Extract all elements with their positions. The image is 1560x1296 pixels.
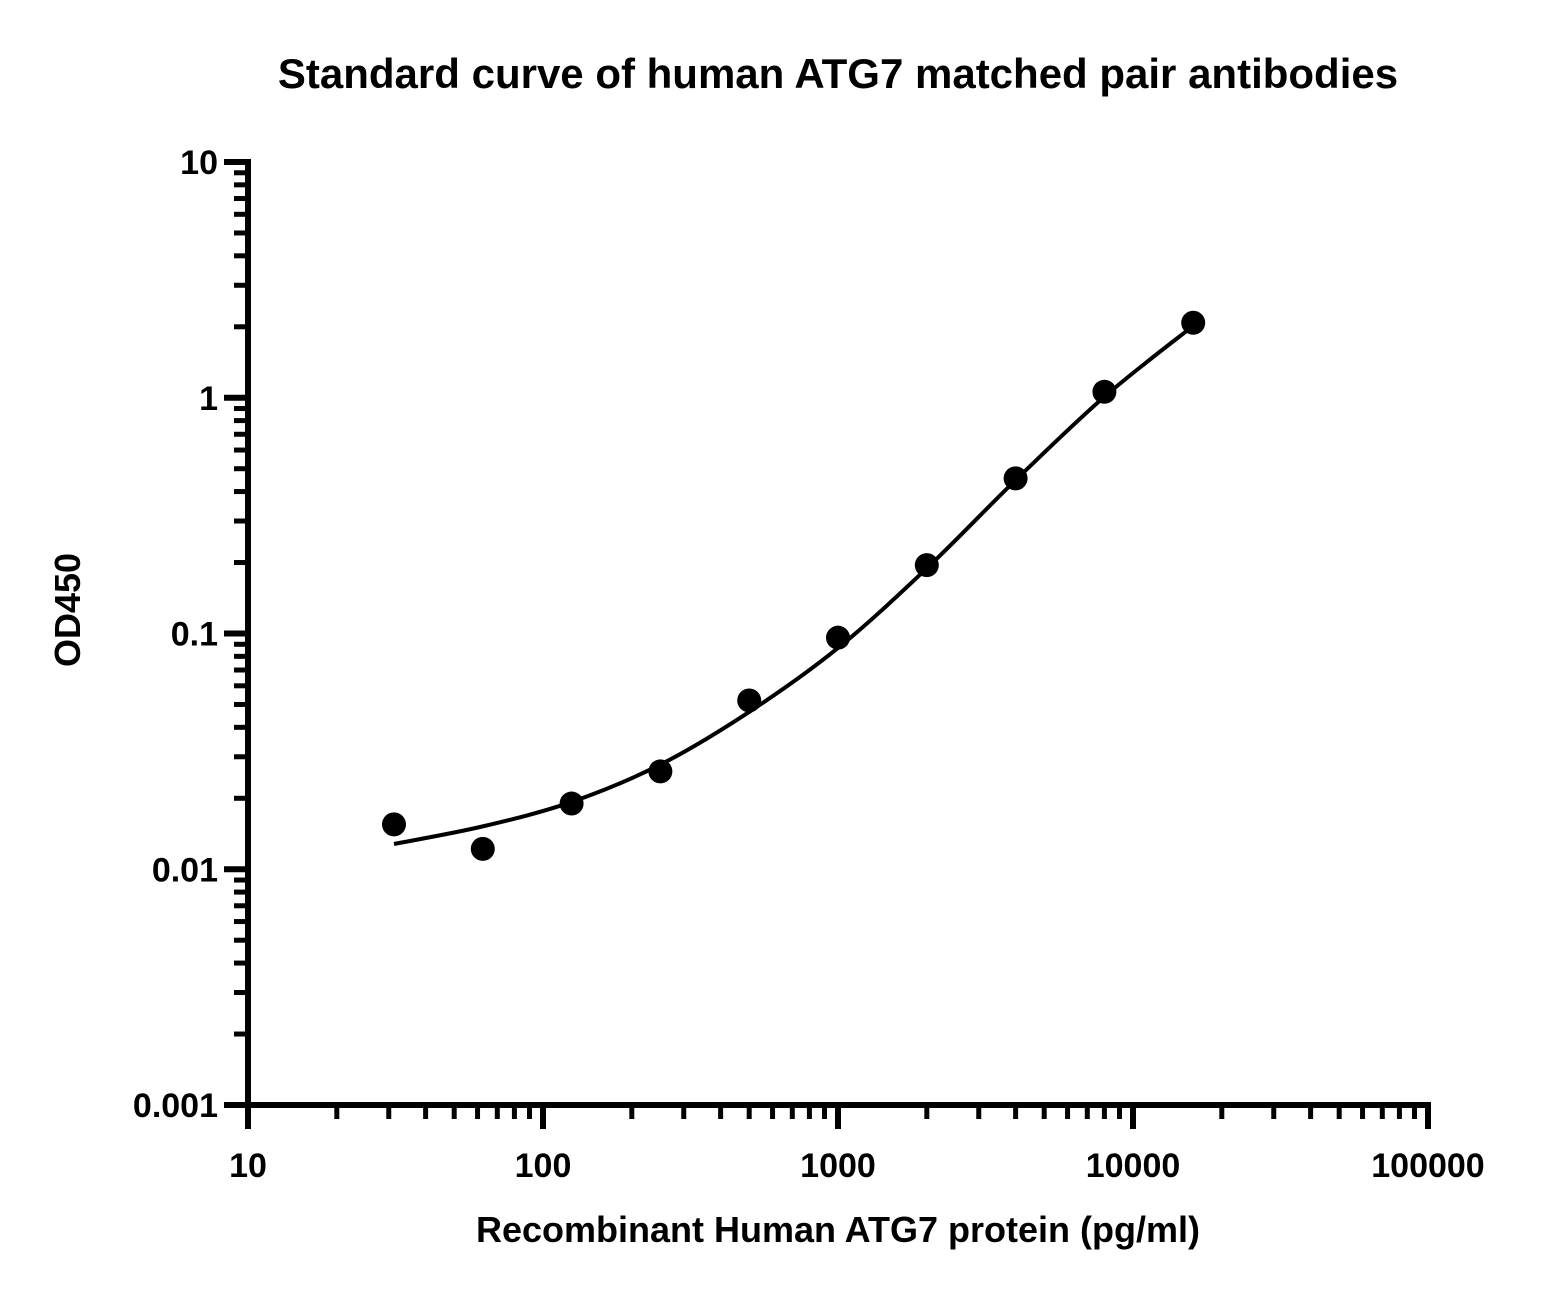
data-point [648, 759, 673, 784]
data-point [737, 688, 762, 713]
x-tick-label: 100000 [1371, 1147, 1484, 1185]
y-axis-label: OD450 [47, 553, 88, 667]
fit-curve [393, 324, 1195, 846]
y-tick-label: 0.01 [152, 851, 218, 889]
fit-curve-layer [393, 324, 1195, 846]
y-tick-label: 10 [180, 144, 218, 182]
data-point [1003, 466, 1028, 491]
data-point [1181, 310, 1206, 335]
x-axis-label: Recombinant Human ATG7 protein (pg/ml) [476, 1209, 1200, 1250]
data-point [559, 791, 584, 816]
x-tick-label: 10000 [1086, 1147, 1181, 1185]
data-point [470, 836, 495, 861]
chart-title: Standard curve of human ATG7 matched pai… [278, 50, 1398, 97]
data-point [826, 625, 850, 650]
y-tick-label: 1 [199, 380, 218, 418]
data-point [381, 812, 406, 837]
x-tick-label: 1000 [800, 1147, 876, 1185]
y-tick-label: 0.1 [171, 616, 218, 654]
x-tick-label: 10 [229, 1147, 267, 1185]
x-axis-ticks: 10 100 1000 10000 100000 [229, 1105, 1485, 1185]
y-tick-label: 0.001 [133, 1087, 218, 1125]
data-points-layer [381, 310, 1206, 861]
data-point [914, 553, 939, 578]
x-tick-label: 100 [515, 1147, 572, 1185]
y-axis-ticks: 0.001 0.01 0.1 1 10 [133, 144, 248, 1125]
data-point [1092, 379, 1117, 404]
